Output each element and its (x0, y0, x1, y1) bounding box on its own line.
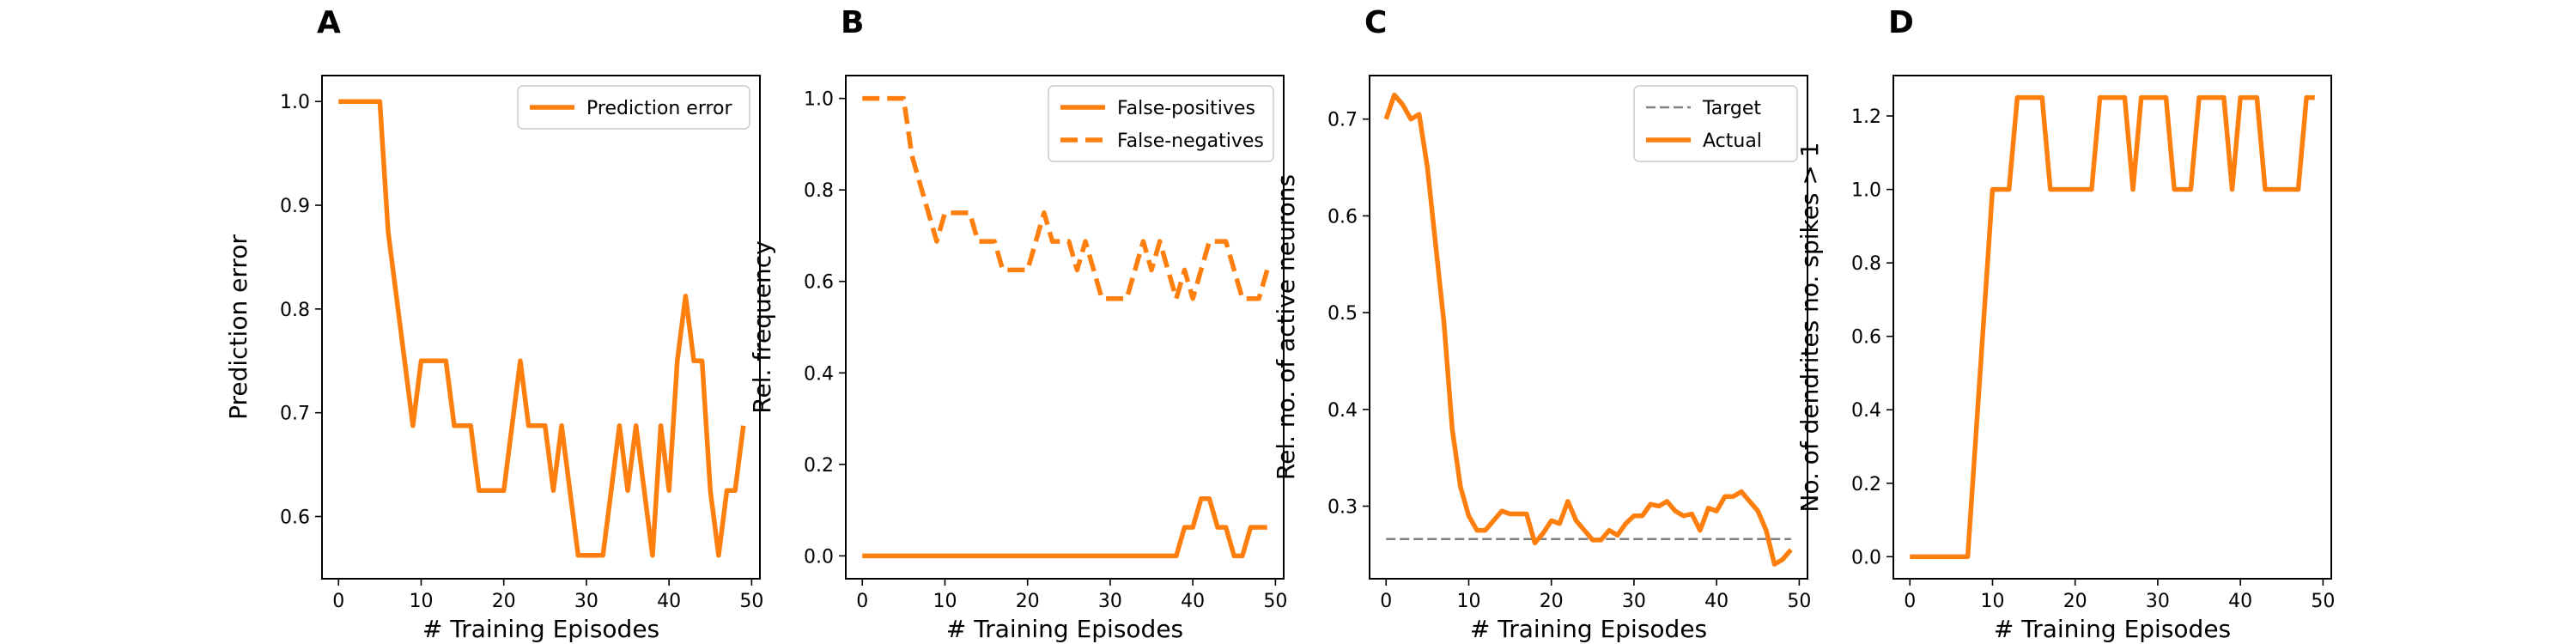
y-tick-label: 1.0 (1851, 180, 1881, 202)
y-tick-label: 0.2 (1851, 474, 1881, 495)
x-tick-label: 10 (1456, 591, 1480, 612)
y-tick-label: 0.0 (1851, 547, 1881, 568)
y-tick-label: 0.4 (1327, 400, 1358, 422)
x-tick-label: 40 (1704, 591, 1728, 612)
y-tick-label: 1.0 (280, 92, 310, 113)
y-tick-label: 0.7 (280, 404, 310, 425)
x-tick-label: 10 (1980, 591, 2004, 612)
panel-a: A 0 10 20 30 40 50 0.6 0.7 0.8 0.9 1.0 # Training Ep… (224, 5, 763, 643)
y-tick-label: 1.2 (1851, 106, 1881, 128)
y-tick-label: 0.5 (1327, 303, 1358, 325)
x-tick-label: 0 (1904, 591, 1916, 612)
x-tick-label: 0 (856, 591, 868, 612)
y-tick-label: 1.0 (804, 89, 834, 111)
y-tick-label: 0.4 (1851, 400, 1881, 422)
x-tick-label: 10 (933, 591, 957, 612)
series-group (1910, 94, 2315, 560)
y-axis-label: Rel. frequency (748, 240, 776, 413)
x-tick-label: 50 (1263, 591, 1287, 612)
panel-letter: D (1888, 5, 1914, 40)
legend-label: Target (1702, 98, 1761, 119)
y-axis-label: Rel. no. of active neurons (1272, 174, 1300, 480)
x-tick-label: 20 (1016, 591, 1040, 612)
y-tick-label: 0.7 (1327, 110, 1358, 131)
y-tick-label: 0.3 (1327, 496, 1358, 518)
panel-letter: C (1364, 5, 1387, 40)
plot-frame (845, 75, 1285, 580)
y-tick-label: 0.8 (804, 180, 834, 202)
x-axis-label: # Training Episodes (1470, 615, 1707, 643)
panel-c: C 0 10 20 30 40 50 0.3 0.4 0.5 0.6 0.7 # Training Ep… (1272, 5, 1811, 643)
y-axis-label: Prediction error (224, 234, 252, 420)
x-tick-label: 30 (574, 591, 598, 612)
series-line-false-positives (862, 496, 1267, 559)
legend-label: False-positives (1117, 98, 1255, 119)
x-tick-label: 40 (2228, 591, 2252, 612)
x-tick-label: 20 (2063, 591, 2087, 612)
series-group (338, 99, 746, 558)
x-tick-label: 0 (1380, 591, 1392, 612)
x-tick-label: 40 (1181, 591, 1205, 612)
panel-b: B 0 10 20 30 40 50 0.0 0.2 0.4 0.6 0.8 1.0 # Training… (748, 5, 1287, 643)
y-tick-label: 0.8 (1851, 253, 1881, 275)
x-axis-label: # Training Episodes (422, 615, 659, 643)
x-tick-label: 50 (2311, 591, 2335, 612)
legend-box (517, 85, 750, 130)
y-tick-label: 0.6 (1851, 327, 1881, 349)
series-line-0 (1910, 94, 2315, 560)
y-tick-label: 0.4 (804, 363, 834, 385)
y-tick-label: 0.6 (804, 272, 834, 294)
legend-label: Actual (1703, 131, 1762, 152)
x-axis-label: # Training Episodes (1994, 615, 2231, 643)
legend-box (1633, 85, 1798, 162)
legend-box (1048, 85, 1274, 162)
x-tick-label: 50 (739, 591, 763, 612)
plot-frame (1893, 75, 2332, 580)
y-tick-label: 0.6 (280, 507, 310, 529)
y-tick-label: 0.0 (804, 546, 834, 568)
x-tick-label: 30 (2146, 591, 2170, 612)
x-tick-label: 0 (332, 591, 344, 612)
legend-label: False-negatives (1117, 131, 1264, 152)
y-tick-label: 0.9 (280, 196, 310, 217)
x-tick-label: 30 (1098, 591, 1122, 612)
x-tick-label: 20 (1540, 591, 1564, 612)
series-group (1383, 92, 1793, 567)
y-tick-label: 0.6 (1327, 206, 1358, 228)
series-line-false-negatives (862, 95, 1270, 301)
legend: False-positives False-negatives (1048, 85, 1274, 162)
plot-frame (321, 75, 761, 580)
panel-letter: A (317, 5, 341, 40)
y-tick-label: 0.2 (804, 455, 834, 477)
legend: Prediction error (517, 85, 750, 130)
x-tick-label: 40 (657, 591, 681, 612)
series-line-prediction-error (338, 99, 746, 558)
legend: Target Actual (1633, 85, 1798, 162)
x-tick-label: 10 (409, 591, 433, 612)
panel-d: D 0 10 20 30 40 50 0.0 0.2 0.4 0.6 0.8 1.0 1.2 # Train… (1795, 5, 2335, 643)
x-tick-label: 30 (1622, 591, 1646, 612)
x-tick-label: 20 (492, 591, 516, 612)
series-group (862, 95, 1270, 559)
y-tick-label: 0.8 (280, 300, 310, 321)
legend-label: Prediction error (586, 98, 732, 119)
plot-frame (1369, 75, 1808, 580)
panel-letter: B (841, 5, 864, 40)
series-line-actual (1383, 92, 1793, 567)
x-axis-label: # Training Episodes (946, 615, 1183, 643)
y-axis-label: No. of dendrites no. spikes > 1 (1795, 142, 1824, 512)
x-tick-label: 50 (1787, 591, 1811, 612)
